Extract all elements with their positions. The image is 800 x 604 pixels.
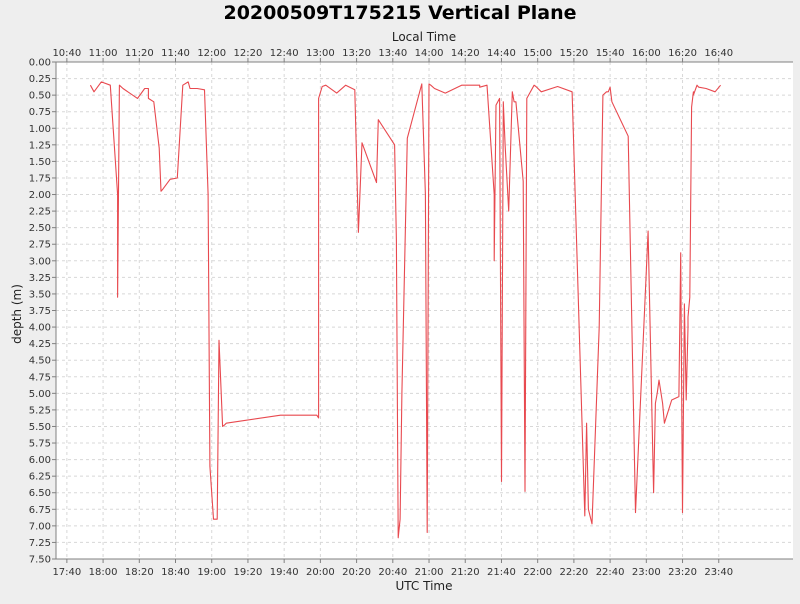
- y-tick-label: 7.50: [29, 555, 51, 566]
- y-tick-label: 6.50: [29, 488, 51, 499]
- y-tick-label: 4.00: [29, 323, 51, 334]
- top-tick-label: 12:00: [197, 48, 226, 59]
- y-tick-label: 5.50: [29, 422, 51, 433]
- series-layer: [89, 81, 722, 539]
- x-tick-label: 17:40: [52, 567, 81, 578]
- y-tick-label: 7.25: [29, 538, 51, 549]
- top-tick-label: 16:00: [632, 48, 661, 59]
- top-tick-label: 15:20: [559, 48, 588, 59]
- y-tick-label: 4.25: [29, 339, 51, 350]
- y-tick-label: 0.25: [29, 74, 51, 85]
- y-tick-label: 5.25: [29, 405, 51, 416]
- top-tick-label: 15:40: [596, 48, 625, 59]
- top-axis-label: Local Time: [392, 30, 456, 44]
- y-tick-label: 2.25: [29, 207, 51, 218]
- x-tick-label: 23:00: [632, 567, 661, 578]
- x-axis-label: UTC Time: [396, 579, 453, 593]
- y-tick-label: 6.25: [29, 472, 51, 483]
- y-tick-label: 0.75: [29, 107, 51, 118]
- y-tick-label: 1.75: [29, 173, 51, 184]
- top-tick-label: 14:00: [415, 48, 444, 59]
- y-tick-label: 2.00: [29, 190, 51, 201]
- y-tick-label: 2.75: [29, 240, 51, 251]
- x-tick-label: 23:40: [704, 567, 733, 578]
- top-tick-label: 12:20: [234, 48, 263, 59]
- x-tick-label: 20:00: [306, 567, 335, 578]
- y-tick-label: 4.50: [29, 356, 51, 367]
- x-tick-label: 21:00: [415, 567, 444, 578]
- y-tick-label: 6.00: [29, 455, 51, 466]
- y-tick-label: 5.00: [29, 389, 51, 400]
- y-tick-label: 1.00: [29, 124, 51, 135]
- x-tick-label: 19:20: [234, 567, 263, 578]
- x-tick-label: 20:40: [378, 567, 407, 578]
- top-tick-label: 16:20: [668, 48, 697, 59]
- x-tick-label: 20:20: [342, 567, 371, 578]
- top-tick-label: 16:40: [704, 48, 733, 59]
- y-tick-label: 1.25: [29, 140, 51, 151]
- x-tick-label: 23:20: [668, 567, 697, 578]
- axes: 0.00 0.25 0.50 0.75 1.00 1.25 1.50 1.75 2.00 2.25…: [29, 48, 793, 578]
- y-tick-label: 0.00: [29, 58, 51, 69]
- y-tick-label: 2.50: [29, 223, 51, 234]
- y-tick-label: 3.00: [29, 256, 51, 267]
- y-tick-label: 4.75: [29, 372, 51, 383]
- y-tick-label: 6.75: [29, 505, 51, 516]
- chart-title: 20200509T175215 Vertical Plane: [223, 2, 576, 24]
- x-tick-label: 19:40: [270, 567, 299, 578]
- y-tick-label: 7.00: [29, 521, 51, 532]
- top-tick-label: 10:40: [52, 48, 81, 59]
- y-tick-label: 3.25: [29, 273, 51, 284]
- x-tick-label: 18:40: [161, 567, 190, 578]
- x-tick-label: 22:20: [559, 567, 588, 578]
- top-tick-label: 11:00: [89, 48, 118, 59]
- top-tick-label: 11:40: [161, 48, 190, 59]
- y-tick-label: 5.75: [29, 439, 51, 450]
- x-tick-label: 22:00: [523, 567, 552, 578]
- y-tick-label: 0.50: [29, 91, 51, 102]
- top-tick-label: 11:20: [125, 48, 154, 59]
- top-tick-label: 12:40: [270, 48, 299, 59]
- top-tick-label: 14:40: [487, 48, 516, 59]
- top-tick-label: 15:00: [523, 48, 552, 59]
- x-tick-label: 19:00: [197, 567, 226, 578]
- x-tick-label: 21:40: [487, 567, 516, 578]
- x-tick-label: 22:40: [596, 567, 625, 578]
- top-tick-label: 13:00: [306, 48, 335, 59]
- x-tick-label: 21:20: [451, 567, 480, 578]
- depth-series-line: [89, 81, 722, 539]
- top-tick-label: 13:20: [342, 48, 371, 59]
- y-tick-label: 3.75: [29, 306, 51, 317]
- x-tick-label: 18:00: [89, 567, 118, 578]
- y-tick-label: 3.50: [29, 289, 51, 300]
- top-tick-label: 13:40: [378, 48, 407, 59]
- y-tick-label: 1.50: [29, 157, 51, 168]
- top-tick-label: 14:20: [451, 48, 480, 59]
- y-axis-label: depth (m): [10, 284, 24, 344]
- x-tick-label: 18:20: [125, 567, 154, 578]
